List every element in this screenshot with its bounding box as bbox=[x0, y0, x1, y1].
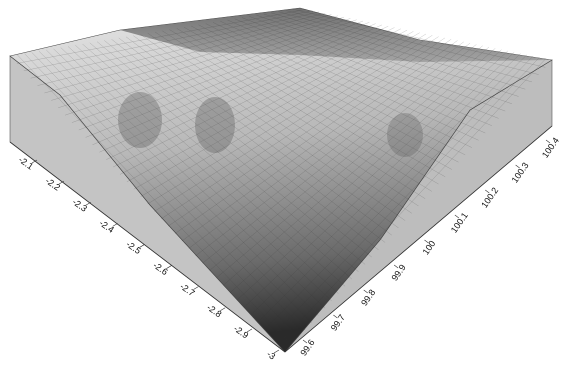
x-tick-label: -2.6 bbox=[151, 260, 169, 277]
x-tick-label: -3 bbox=[265, 349, 277, 362]
y-tick-label: 100.3 bbox=[510, 161, 531, 185]
y-tick-label: 99.7 bbox=[329, 313, 347, 333]
surface-dip bbox=[387, 113, 423, 157]
y-tick-label: 100.2 bbox=[479, 186, 500, 210]
y-tick-label: 100 bbox=[421, 239, 438, 257]
y-tick-label: 99.9 bbox=[389, 263, 407, 283]
x-tick-label: -2.8 bbox=[205, 302, 223, 319]
surface-dip bbox=[118, 92, 162, 148]
y-tick-label: 100.4 bbox=[540, 136, 561, 160]
chart: -2.1-2.2-2.3-2.4-2.5-2.6-2.7-2.8-2.9-399… bbox=[0, 0, 562, 367]
x-tick-label: -2.7 bbox=[178, 281, 196, 298]
y-tick-label: 99.6 bbox=[298, 338, 316, 358]
y-tick-label: 100.1 bbox=[449, 211, 470, 235]
x-tick-label: -2.9 bbox=[232, 323, 250, 340]
surface-dip bbox=[195, 97, 235, 153]
y-tick-label: 99.8 bbox=[359, 288, 377, 308]
